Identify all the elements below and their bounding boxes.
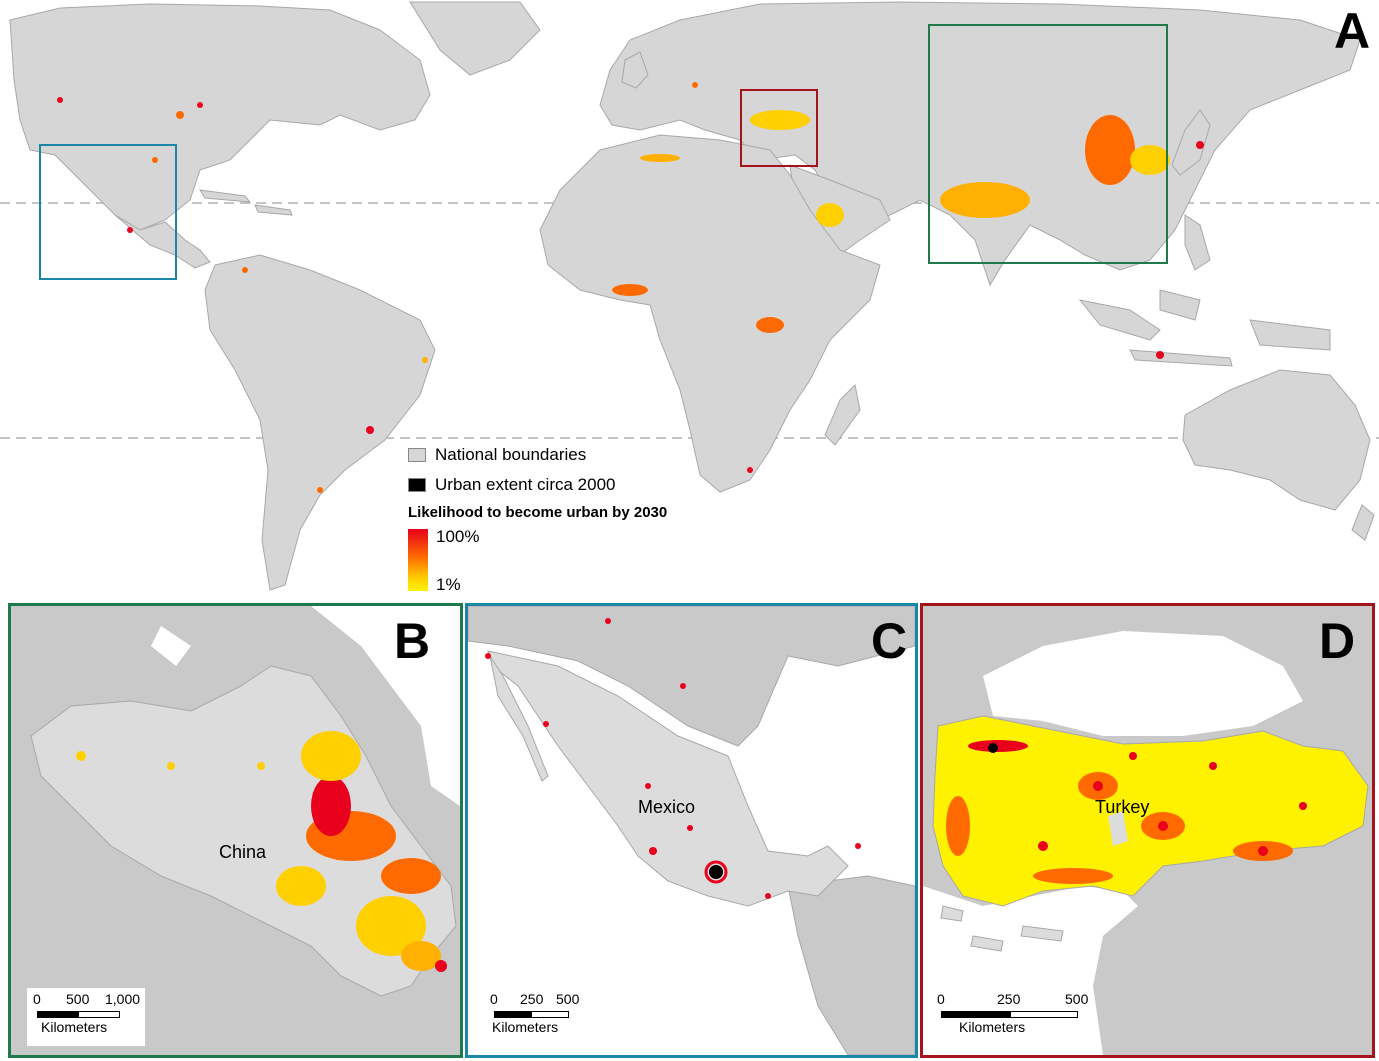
mexico-locator-box[interactable]: [39, 144, 177, 280]
china-scale-bar-white: [78, 1011, 120, 1018]
world-map-panel: A: [0, 1, 1379, 591]
panel-d-letter: D: [1319, 613, 1356, 669]
mexico-scale-tick-1: 250: [520, 991, 544, 1007]
ramp-low-label: 1%: [436, 575, 461, 594]
africa-landmass: [539, 134, 881, 493]
central-america-landmass: [114, 214, 211, 269]
china-scale-tick-1: 500: [66, 991, 90, 1007]
baja-california-shape: [489, 655, 549, 782]
china-locator-box[interactable]: [928, 24, 1168, 264]
turkey-scale-tick-0: 0: [937, 991, 945, 1007]
legend-likelihood-title: Likelihood to become urban by 2030: [408, 504, 668, 521]
china-scale-bar-black: [37, 1011, 79, 1018]
turkey-urban-hotspots: [946, 740, 1307, 884]
mexico-scale-unit: Kilometers: [492, 1019, 559, 1035]
indonesia-islands: [1078, 289, 1331, 367]
turkey-map: [923, 606, 1372, 1055]
china-label: China: [219, 842, 267, 862]
boundaries-swatch: [408, 448, 426, 462]
turkey-scale-bar-black: [941, 1011, 1011, 1018]
legend-urban-row: Urban extent circa 2000: [408, 470, 728, 500]
color-ramp-bar: [408, 529, 428, 591]
south-america-landmass: [204, 254, 436, 591]
japan-landmass: [1171, 109, 1211, 176]
urban-likelihood-hotspots: [57, 82, 1204, 493]
north-america-landmass: [9, 3, 431, 231]
ramp-high-label: 100%: [436, 527, 480, 546]
gulf-of-mexico: [768, 686, 915, 866]
turkey-scale-bar-white: [1010, 1011, 1078, 1018]
legend-urban-label: Urban extent circa 2000: [435, 475, 616, 494]
world-map: [0, 1, 1379, 591]
turkey-scale-unit: Kilometers: [959, 1019, 1026, 1035]
mexico-scale-bar-white: [531, 1011, 569, 1018]
china-scalebar: 0 500 1,000 Kilometers: [33, 991, 143, 1041]
china-inset-panel: B China 0 500 1,000 Kilometers: [8, 603, 463, 1058]
mexico-label: Mexico: [638, 797, 696, 817]
greenland-landmass: [409, 1, 541, 76]
legend-boundaries-label: National boundaries: [435, 445, 587, 464]
aegean-islands: [940, 905, 1064, 952]
mexico-urban-hotspots: [485, 618, 861, 899]
mexico-scalebar: 0 250 500 Kilometers: [490, 991, 600, 1041]
black-sea: [983, 631, 1303, 736]
mexico-map: [468, 606, 915, 1055]
mexico-inset-panel: C Mexico 0 250 500 Kilometers: [465, 603, 918, 1058]
panel-a-letter: A: [1334, 3, 1371, 59]
map-legend: National boundaries Urban extent circa 2…: [408, 440, 728, 594]
turkey-label: Turkey: [1095, 797, 1150, 817]
panel-c-letter: C: [871, 613, 908, 669]
turkey-scale-tick-2: 500: [1065, 991, 1089, 1007]
central-america-landmass: [787, 875, 915, 1055]
usa-landmass: [468, 606, 915, 747]
philippines-islands: [1184, 214, 1211, 271]
china-scale-unit: Kilometers: [41, 1019, 108, 1035]
legend-boundaries-row: National boundaries: [408, 440, 728, 470]
china-water: [151, 606, 460, 806]
china-map: [11, 606, 460, 1055]
new-zealand-landmass: [1351, 504, 1375, 541]
mexico-scale-bar-black: [494, 1011, 532, 1018]
caribbean-islands: [199, 189, 293, 216]
tuz-lake: [1108, 811, 1128, 846]
madagascar-landmass: [824, 383, 861, 446]
turkey-inset-panel: D Turkey 0 250 500 Kilometers: [920, 603, 1375, 1058]
mexico-scale-tick-2: 500: [556, 991, 580, 1007]
british-isles-landmass: [621, 51, 649, 89]
turkey-scalebar: 0 250 500 Kilometers: [937, 991, 1097, 1041]
panel-b-letter: B: [394, 613, 431, 669]
china-urban-hotspots: [76, 731, 447, 972]
turkey-locator-box[interactable]: [740, 89, 818, 167]
mexico-country-shape: [487, 650, 849, 907]
china-scale-tick-2: 1,000: [105, 991, 141, 1007]
turkey-scale-tick-1: 250: [997, 991, 1021, 1007]
urban-swatch: [408, 478, 426, 492]
mexico-scale-tick-0: 0: [490, 991, 498, 1007]
china-scale-tick-0: 0: [33, 991, 41, 1007]
australia-landmass: [1182, 369, 1371, 511]
likelihood-color-ramp: 100% 1%: [408, 527, 728, 594]
